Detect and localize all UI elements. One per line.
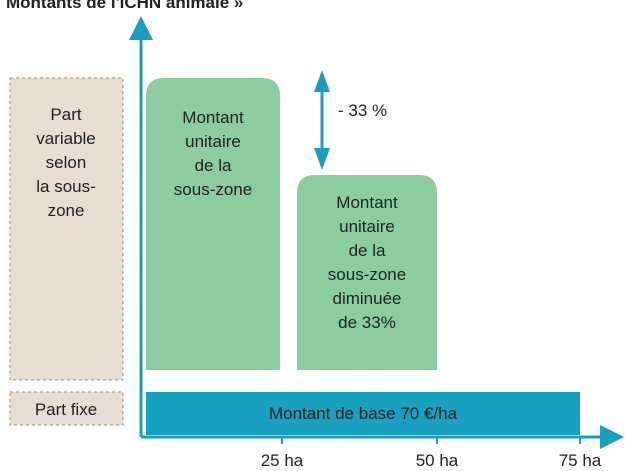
x-label: 25 ha bbox=[261, 451, 304, 470]
fixed-box bbox=[9, 391, 124, 426]
text-line: de la bbox=[195, 156, 232, 175]
text-line: unitaire bbox=[185, 132, 241, 151]
text-line: Part bbox=[50, 105, 81, 124]
reduction-label: - 33 % bbox=[338, 101, 387, 120]
title: Montants de l'ICHN animale » bbox=[6, 0, 243, 12]
base-bar bbox=[146, 392, 580, 435]
text-line: unitaire bbox=[339, 217, 395, 236]
text-line: diminuée bbox=[333, 289, 402, 308]
text-line: selon bbox=[46, 153, 87, 172]
text-line: de la bbox=[349, 241, 386, 260]
text-line: sous-zone bbox=[174, 180, 252, 199]
text-line: Montant bbox=[336, 193, 398, 212]
variable-box bbox=[9, 77, 124, 381]
text-line: Part fixe bbox=[35, 400, 97, 419]
x-label: 75 ha bbox=[559, 451, 602, 470]
arrow-head bbox=[314, 70, 330, 92]
text-line: Montant bbox=[182, 108, 244, 127]
arrow-head bbox=[314, 148, 330, 170]
x-label: 50 ha bbox=[416, 451, 459, 470]
base-bar-label: Montant de base 70 €/ha bbox=[269, 404, 458, 423]
block-2 bbox=[297, 175, 437, 370]
text-line: sous-zone bbox=[328, 265, 406, 284]
text-line: de 33% bbox=[338, 313, 396, 332]
text-line: zone bbox=[48, 201, 85, 220]
text-line: la sous- bbox=[36, 177, 96, 196]
text-line: variable bbox=[36, 129, 96, 148]
block-1 bbox=[146, 78, 280, 370]
